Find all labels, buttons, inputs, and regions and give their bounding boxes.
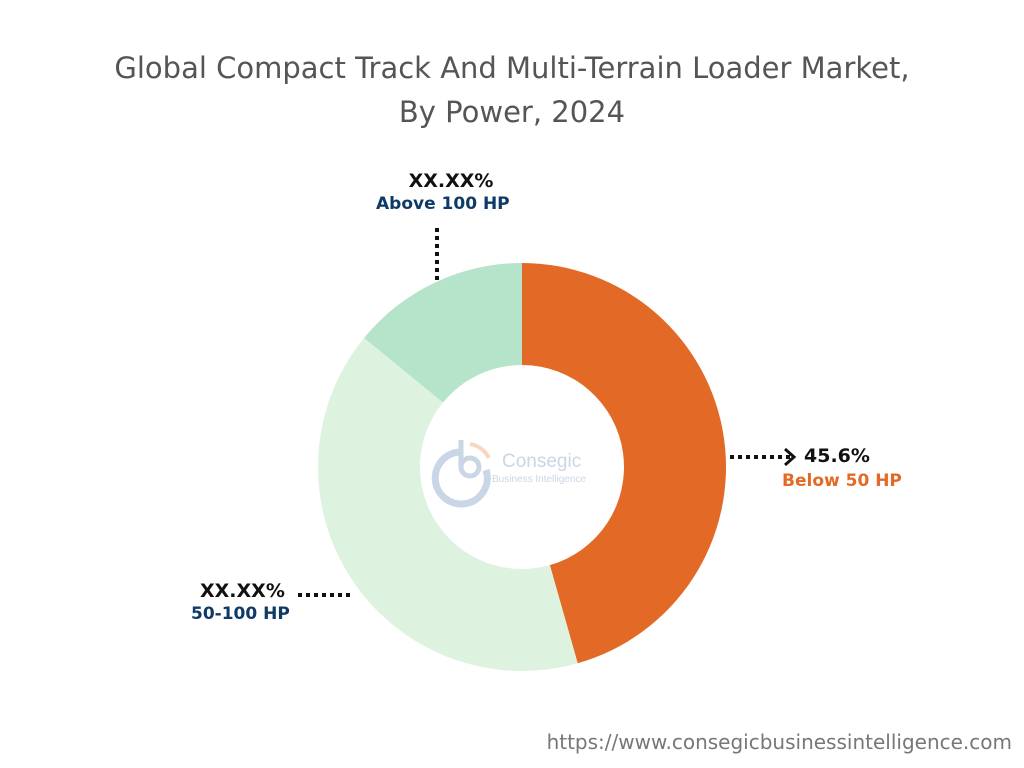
value-label: 45.6%	[804, 445, 870, 467]
label-above-100: XX.XX% Above 100 HP	[376, 170, 510, 214]
category-label: Below 50 HP	[782, 471, 902, 491]
arrow-icon	[784, 447, 797, 467]
title-line-1: Global Compact Track And Multi-Terrain L…	[114, 51, 910, 85]
slice-below-50-hp	[522, 263, 727, 664]
slice-above-100-hp	[364, 263, 522, 403]
chart-title: Global Compact Track And Multi-Terrain L…	[0, 46, 1024, 134]
logo: Consegic Business Intelligence	[431, 440, 586, 508]
value-label: XX.XX%	[200, 580, 285, 602]
category-label: Above 100 HP	[376, 194, 510, 214]
category-label: 50-100 HP	[191, 604, 290, 624]
slice-50-100-hp	[317, 337, 578, 671]
title-line-2: By Power, 2024	[398, 95, 626, 129]
logo-mark	[431, 448, 491, 508]
footer-url[interactable]: https://www.consegicbusinessintelligence…	[546, 730, 1012, 754]
leader-lines	[298, 228, 797, 597]
logo-tagline: Business Intelligence	[492, 474, 586, 485]
label-50-100: XX.XX% 50-100 HP	[191, 580, 290, 624]
label-below-50: 45.6% Below 50 HP	[782, 445, 902, 491]
logo-name: Consegic	[502, 451, 581, 472]
value-label: XX.XX%	[408, 170, 494, 192]
